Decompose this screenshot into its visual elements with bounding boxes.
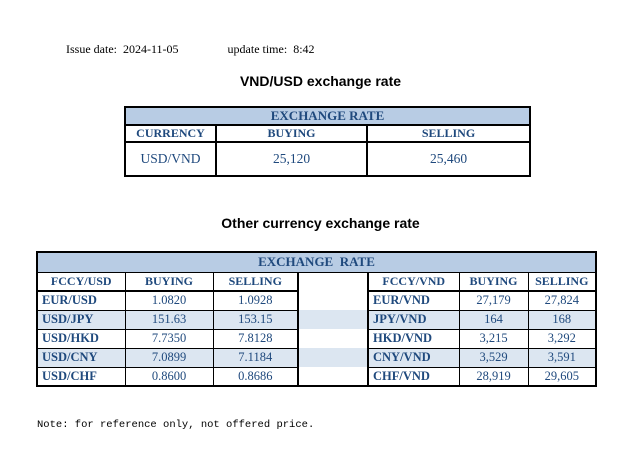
buying-cell: 1.0820 [124,290,214,311]
issue-date-value: 2024-11-05 [122,42,179,56]
selling-cell: 3,591 [527,347,597,368]
column-header-row: FCCY/USD BUYING SELLING FCCY/VND BUYING … [36,271,597,292]
meta-line: Issue date: 2024-11-05 update time: 8:42 [66,42,315,57]
selling-cell: 168 [527,309,597,330]
buying-cell: 3,529 [458,347,529,368]
other-currency-table: EXCHANGE RATE FCCY/USD BUYING SELLING FC… [36,251,597,387]
table-header-row: EXCHANGE RATE [36,251,597,273]
table-row: EUR/USD 1.0820 1.0928 EUR/VND 27,179 27,… [36,290,597,311]
selling-cell: 153.15 [212,309,299,330]
column-header-buying: BUYING [215,124,368,143]
update-time-label: update time: [227,42,288,56]
pair-cell: CNY/VND [367,347,460,368]
selling-cell: 0.8686 [212,366,299,387]
pair-cell: EUR/USD [36,290,126,311]
pair-cell: USD/CNY [36,347,126,368]
table-row: USD/CNY 7.0899 7.1184 CNY/VND 3,529 3,59… [36,347,597,368]
table-row: USD/JPY 151.63 153.15 JPY/VND 164 168 [36,309,597,330]
spacer-cell [297,367,369,386]
pair-cell: JPY/VND [367,309,460,330]
pair-cell: USD/HKD [36,328,126,349]
pair-cell: EUR/VND [367,290,460,311]
column-header-fccy-usd: FCCY/USD [36,271,126,292]
selling-cell: 7.8128 [212,328,299,349]
spacer-cell [297,329,369,348]
spacer-cell [297,348,369,367]
column-header-buying-left: BUYING [124,271,214,292]
spacer-cell [297,310,369,329]
buying-cell: 164 [458,309,529,330]
selling-cell: 1.0928 [212,290,299,311]
pair-cell: CHF/VND [367,366,460,387]
pair-cell: HKD/VND [367,328,460,349]
spacer-cell [297,291,369,310]
column-header-currency: CURRENCY [124,124,217,143]
selling-cell: 29,605 [527,366,597,387]
selling-cell: 27,824 [527,290,597,311]
selling-cell: 7.1184 [212,347,299,368]
currency-cell: USD/VND [124,141,217,177]
table-row: USD/HKD 7.7350 7.8128 HKD/VND 3,215 3,29… [36,328,597,349]
selling-cell: 3,292 [527,328,597,349]
selling-cell: 25,460 [365,141,532,177]
buying-cell: 25,120 [215,141,368,177]
usd-table-title: VND/USD exchange rate [239,73,402,89]
issue-date-label: Issue date: [66,42,117,56]
table-row: USD/CHF 0.8600 0.8686 CHF/VND 28,919 29,… [36,366,597,387]
column-header-selling: SELLING [365,124,532,143]
spacer-cell [297,272,369,291]
update-time-value: 8:42 [293,42,315,56]
pair-cell: USD/JPY [36,309,126,330]
pair-cell: USD/CHF [36,366,126,387]
table-header: EXCHANGE RATE [123,106,532,126]
note-text: Note: for reference only, not offered pr… [37,419,315,431]
other-table-title: Other currency exchange rate [221,215,420,231]
column-header-selling-right: SELLING [527,271,597,292]
table-header-row: EXCHANGE RATE [123,106,532,126]
column-header-row: CURRENCY BUYING SELLING [124,124,532,143]
buying-cell: 28,919 [458,366,529,387]
buying-cell: 151.63 [124,309,214,330]
issue-date-group: Issue date: 2024-11-05 [66,42,179,56]
table-row: USD/VND 25,120 25,460 [124,141,532,177]
buying-cell: 27,179 [458,290,529,311]
buying-cell: 7.7350 [124,328,214,349]
column-header-selling-left: SELLING [212,271,299,292]
buying-cell: 0.8600 [124,366,214,387]
table-header: EXCHANGE RATE [36,251,597,273]
update-time-group: update time: 8:42 [228,42,315,56]
buying-cell: 7.0899 [124,347,214,368]
buying-cell: 3,215 [458,328,529,349]
column-header-fccy-vnd: FCCY/VND [367,271,460,292]
usd-vnd-table: EXCHANGE RATE CURRENCY BUYING SELLING US… [123,106,532,177]
column-header-buying-right: BUYING [458,271,529,292]
